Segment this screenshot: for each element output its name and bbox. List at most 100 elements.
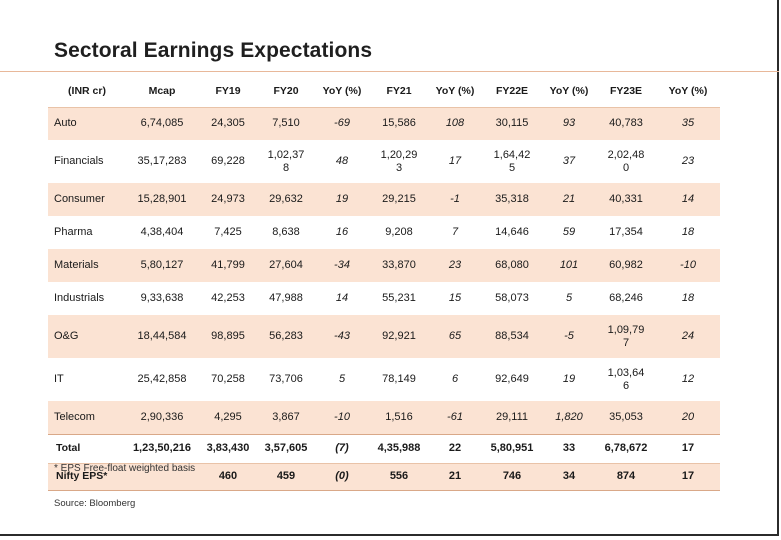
row-label: IT [54, 373, 64, 385]
column-header: FY19 [198, 76, 258, 108]
table-cell: 7,425 [214, 226, 242, 238]
table-cell: 15,586 [370, 107, 428, 140]
table-cell: 24,973 [198, 183, 258, 216]
row-label: Auto [48, 107, 126, 140]
table-cell: 68,246 [609, 292, 643, 304]
table-cell: 1,03,64 6 [607, 366, 645, 392]
slide-title: Sectoral Earnings Expectations [54, 39, 373, 62]
total-row: Total 1,23,50,216 3,83,430 3,57,605 (7) 4,35,… [48, 433, 720, 463]
column-header: YoY (%) [542, 76, 596, 108]
table-cell: (7) [314, 433, 370, 463]
table-cell: 16 [335, 226, 349, 238]
table-cell: 22 [428, 433, 482, 463]
table-cell: 4,35,988 [370, 433, 428, 463]
table-cell: 8,638 [272, 226, 300, 238]
column-header: FY20 [258, 76, 314, 108]
table-cell: 56,283 [258, 315, 314, 358]
table-cell: 23 [681, 155, 695, 167]
column-header: Mcap [126, 76, 198, 108]
table-cell: 5 [338, 373, 346, 385]
table-cell: 14 [335, 292, 349, 304]
row-label: Consumer [48, 183, 126, 216]
table-cell: 33 [542, 433, 596, 463]
row-label: Materials [48, 249, 126, 282]
table-cell: 556 [370, 462, 428, 491]
table-row: Telecom 2,90,336 4,295 3,867 -10 1,516 -61 29,1… [48, 401, 720, 434]
table-row: O&G 18,44,584 98,895 56,283 -43 92,921 65 88,53… [48, 315, 720, 358]
table-cell: 58,073 [495, 292, 529, 304]
table-cell: (0) [314, 462, 370, 491]
table-cell: 29,215 [370, 183, 428, 216]
table-cell: 4,38,404 [140, 226, 184, 238]
table-cell: 93 [542, 107, 596, 140]
row-label: Pharma [54, 226, 93, 238]
table-cell: -10 [314, 401, 370, 434]
table-cell: 29,111 [482, 401, 542, 434]
table-cell: 1,09,79 7 [596, 315, 656, 358]
table-cell: 460 [198, 462, 258, 491]
table-cell: 6 [451, 373, 459, 385]
table-cell: 18 [681, 226, 695, 238]
table-cell: 92,921 [370, 315, 428, 358]
table-body: Auto 6,74,085 24,305 7,510 -69 15,586 108 30,11… [48, 107, 720, 491]
table-cell: 70,258 [211, 373, 245, 385]
table-cell: 2,90,336 [126, 401, 198, 434]
table-cell: 92,649 [495, 373, 529, 385]
table-cell: 18,44,584 [126, 315, 198, 358]
table-cell: 1,516 [370, 401, 428, 434]
table-cell: 88,534 [482, 315, 542, 358]
table-cell: 33,870 [370, 249, 428, 282]
table-cell: 23 [428, 249, 482, 282]
table-cell: 4,295 [198, 401, 258, 434]
table-cell: 73,706 [269, 373, 303, 385]
table-row: IT 25,42,858 70,258 73,706 5 78,149 6 92,649 19 1… [48, 358, 720, 401]
table-row: Materials 5,80,127 41,799 27,604 -34 33,870 23… [48, 249, 720, 282]
table-cell: 1,820 [542, 401, 596, 434]
table-cell: 3,867 [258, 401, 314, 434]
table-cell: 35 [656, 107, 720, 140]
table-cell: 24 [656, 315, 720, 358]
table-cell: 108 [428, 107, 482, 140]
table-row: Industrials 9,33,638 42,253 47,988 14 55,231 1… [48, 282, 720, 315]
table-cell: 5,80,951 [482, 433, 542, 463]
table-row: Consumer 15,28,901 24,973 29,632 19 29,215 -1 3… [48, 183, 720, 216]
table-cell: 15 [448, 292, 462, 304]
table-cell: 60,982 [596, 249, 656, 282]
table-cell: 2,02,48 0 [607, 148, 645, 174]
row-label: Financials [54, 155, 104, 167]
table-cell: 15,28,901 [126, 183, 198, 216]
table-cell: 18 [681, 292, 695, 304]
table-cell: -34 [314, 249, 370, 282]
table-cell: -69 [314, 107, 370, 140]
table-cell: 21 [428, 462, 482, 491]
title-divider [0, 71, 779, 72]
table-cell: 6,74,085 [126, 107, 198, 140]
table-cell: 1,23,50,216 [126, 433, 198, 463]
table-cell: 7 [451, 226, 459, 238]
table-cell: 40,331 [596, 183, 656, 216]
table-cell: 27,604 [258, 249, 314, 282]
table-cell: 17,354 [609, 226, 643, 238]
table-cell: 35,318 [482, 183, 542, 216]
table-cell: 41,799 [198, 249, 258, 282]
table-cell: 30,115 [482, 107, 542, 140]
table-cell: 3,57,605 [258, 433, 314, 463]
table-cell: 19 [314, 183, 370, 216]
table-cell: 746 [482, 462, 542, 491]
table-cell: 19 [562, 373, 576, 385]
table-cell: 1,64,42 5 [493, 148, 531, 174]
source-note: Source: Bloomberg [54, 498, 136, 509]
column-header: YoY (%) [428, 76, 482, 108]
row-label: O&G [48, 315, 126, 358]
table-cell: 47,988 [269, 292, 303, 304]
table-row: Pharma 4,38,404 7,425 8,638 16 9,208 7 14,646 59… [48, 216, 720, 249]
eps-row: Nifty EPS* 460 459 (0) 556 21 746 34 874 17 [48, 462, 720, 491]
table-cell: 55,231 [382, 292, 416, 304]
table-header: (INR cr) Mcap FY19 FY20 YoY (%) FY21 YoY (%) FY… [48, 76, 720, 108]
table-cell: 17 [448, 155, 462, 167]
table-cell [126, 462, 198, 491]
table-cell: 34 [542, 462, 596, 491]
table-cell: 20 [656, 401, 720, 434]
table-row: Auto 6,74,085 24,305 7,510 -69 15,586 108 30,11… [48, 107, 720, 140]
column-header: (INR cr) [48, 76, 126, 108]
